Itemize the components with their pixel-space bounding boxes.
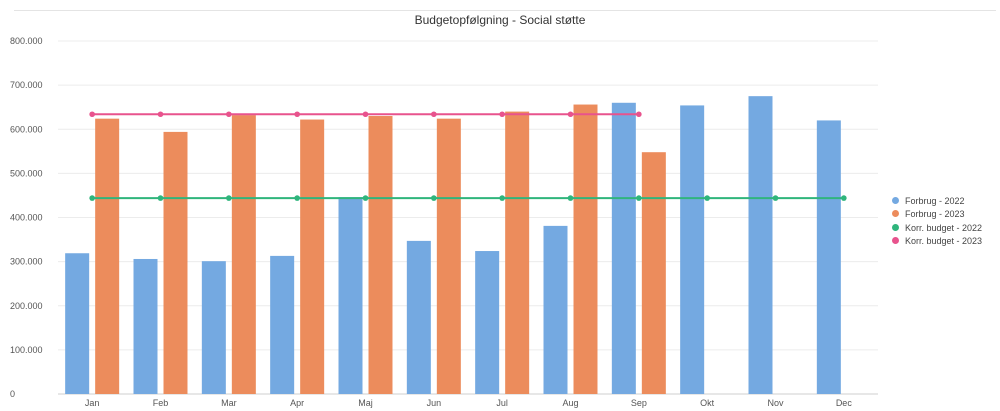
bar-forbrug-2022 xyxy=(338,197,363,394)
point-korr-budget-2022 xyxy=(89,195,95,201)
bar-forbrug-2022 xyxy=(680,105,705,395)
point-korr-budget-2022 xyxy=(704,195,710,201)
y-tick-label: 300.000 xyxy=(10,257,43,267)
y-tick-label: 500.000 xyxy=(10,168,43,178)
legend-label: Forbrug - 2023 xyxy=(905,209,965,220)
point-korr-budget-2022 xyxy=(499,195,505,201)
bar-forbrug-2023 xyxy=(231,115,256,394)
legend-label: Forbrug - 2022 xyxy=(905,196,965,206)
legend-label: Korr. budget - 2022 xyxy=(905,222,983,233)
x-tick-label: Apr xyxy=(290,398,304,408)
point-korr-budget-2023 xyxy=(89,111,95,118)
point-korr-budget-2023 xyxy=(226,111,232,118)
point-korr-budget-2022 xyxy=(772,195,779,201)
bar-forbrug-2023 xyxy=(95,118,120,394)
legend-item[interactable]: Korr. budget - 2022 xyxy=(892,222,982,235)
bar-forbrug-2022 xyxy=(475,251,500,394)
legend-item[interactable]: Forbrug - 2023 xyxy=(892,208,982,221)
point-korr-budget-2023 xyxy=(636,111,642,118)
bar-forbrug-2022 xyxy=(201,261,226,394)
bar-forbrug-2022 xyxy=(270,255,295,394)
legend-swatch xyxy=(892,210,899,218)
bar-forbrug-2023 xyxy=(163,131,188,394)
chart-title: Budgetopfølgning - Social støtte xyxy=(414,13,586,27)
y-tick-label: 400.000 xyxy=(10,213,43,223)
y-tick-label: 600.000 xyxy=(10,124,43,134)
point-korr-budget-2022 xyxy=(294,195,300,201)
x-tick-label: Nov xyxy=(767,398,784,408)
x-tick-label: Mar xyxy=(221,398,237,408)
y-tick-label: 0 xyxy=(10,389,15,399)
point-korr-budget-2023 xyxy=(294,111,300,118)
point-korr-budget-2023 xyxy=(567,111,574,118)
x-tick-label: Feb xyxy=(153,398,169,408)
point-korr-budget-2022 xyxy=(431,195,437,201)
legend-swatch xyxy=(892,223,899,231)
legend-item[interactable]: Korr. budget - 2023 xyxy=(892,235,982,248)
y-tick-label: 100.000 xyxy=(10,345,43,355)
x-tick-label: Jan xyxy=(85,398,100,408)
bar-forbrug-2022 xyxy=(133,258,158,394)
point-korr-budget-2023 xyxy=(499,111,505,118)
chart-legend: Forbrug - 2022 Forbrug - 2023 Korr. budget… xyxy=(892,195,982,248)
bar-forbrug-2023 xyxy=(641,152,666,394)
point-korr-budget-2023 xyxy=(431,111,437,118)
bar-forbrug-2023 xyxy=(436,118,461,394)
bar-forbrug-2023 xyxy=(300,119,325,394)
bar-forbrug-2023 xyxy=(505,111,530,394)
y-tick-label: 200.000 xyxy=(10,301,43,311)
bar-forbrug-2022 xyxy=(748,96,773,394)
x-tick-label: Aug xyxy=(562,398,578,408)
legend-swatch xyxy=(892,237,899,245)
x-tick-label: Dec xyxy=(836,398,853,408)
legend-label: Korr. budget - 2023 xyxy=(905,235,983,246)
x-tick-label: Jun xyxy=(427,398,442,408)
point-korr-budget-2022 xyxy=(226,195,232,201)
x-tick-label: Sep xyxy=(631,398,647,408)
top-divider xyxy=(14,10,996,11)
bar-forbrug-2023 xyxy=(368,116,393,394)
point-korr-budget-2023 xyxy=(362,111,369,118)
point-korr-budget-2022 xyxy=(636,195,642,201)
x-tick-label: Jul xyxy=(496,398,508,408)
point-korr-budget-2023 xyxy=(157,111,164,118)
bar-forbrug-2022 xyxy=(406,240,431,394)
y-tick-label: 700.000 xyxy=(10,80,43,90)
point-korr-budget-2022 xyxy=(567,195,574,201)
legend-swatch xyxy=(892,197,899,205)
bar-forbrug-2023 xyxy=(573,104,598,394)
x-tick-label: Okt xyxy=(700,398,715,408)
point-korr-budget-2022 xyxy=(157,195,164,201)
point-korr-budget-2022 xyxy=(841,195,847,201)
bar-forbrug-2022 xyxy=(816,120,841,395)
x-tick-label: Maj xyxy=(358,398,373,408)
legend-item[interactable]: Forbrug - 2022 xyxy=(892,195,982,208)
bar-forbrug-2022 xyxy=(543,225,568,394)
bar-forbrug-2022 xyxy=(65,253,90,394)
point-korr-budget-2022 xyxy=(362,195,369,201)
y-tick-label: 800.000 xyxy=(10,36,43,46)
bar-forbrug-2022 xyxy=(611,102,636,395)
